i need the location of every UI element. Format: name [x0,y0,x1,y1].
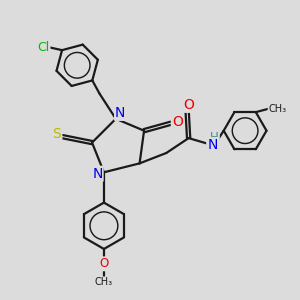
Text: Cl: Cl [37,41,50,54]
Text: O: O [172,115,183,129]
Text: S: S [52,127,61,141]
Text: N: N [92,167,103,181]
Text: CH₃: CH₃ [95,277,113,287]
Text: O: O [99,257,109,270]
Text: O: O [183,98,194,112]
Text: N: N [207,138,218,152]
Text: CH₃: CH₃ [268,103,286,114]
Text: N: N [115,106,125,120]
Text: H: H [210,131,219,144]
